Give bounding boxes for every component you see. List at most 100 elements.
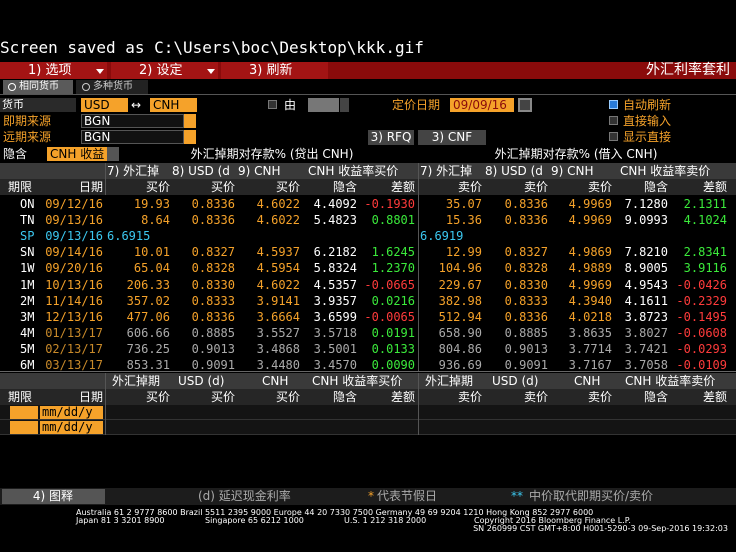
ask-value: 3.8635 [568,325,612,340]
cnf-button[interactable]: 3) CNF [431,130,473,144]
ask-value: 4.9889 [568,261,612,276]
tenor: ON [20,197,35,211]
currency-select[interactable] [0,98,76,112]
bid-value: 0.8801 [371,213,415,228]
ask-value: 0.8333 [504,293,548,308]
tab[interactable] [76,80,148,94]
bid-value: 6.2182 [313,245,357,260]
ask-value: 3.7421 [624,341,668,356]
footer-contacts: Japan 81 3 3201 8900 [76,516,165,525]
tenor: SP [20,229,35,244]
bid-value: 4.4092 [313,197,357,211]
date: 01/13/17 [45,325,103,340]
column-header: 期限 [8,390,33,404]
section-title: 外汇掉期对存款% (借入 CNH) [494,147,658,161]
field[interactable] [81,130,184,144]
tenor: 1M [20,277,35,292]
legend-button[interactable]: 4) 图释 [32,489,74,503]
column-header: CNH 收益率买价 [312,374,403,388]
date-input[interactable] [40,421,103,434]
ask-value: 4.3940 [568,293,612,308]
tenor: TN [20,213,35,228]
bid-value: 3.9141 [256,293,300,308]
checkbox[interactable] [268,100,277,109]
field[interactable] [81,114,184,128]
bottom-bar [0,488,736,505]
pricing-date-label: 定价日期 [392,98,441,112]
button[interactable] [368,130,414,145]
footer-contacts: Singapore 65 6212 1000 [205,516,304,525]
field[interactable] [450,98,514,112]
menu-title: 外汇利率套利 [646,62,730,78]
button[interactable] [2,489,105,504]
rfq-button[interactable]: 3) RFQ [370,130,412,144]
bid-value: -0.0065 [364,309,415,324]
column-header: CNH 收益率卖价 [620,164,711,178]
field[interactable] [47,147,107,161]
tab-label[interactable]: 多种货币 [93,81,133,92]
dropdown[interactable] [340,98,349,112]
holiday-mark: * [368,489,374,503]
tab-label[interactable]: 相同货币 [19,81,59,92]
menu-item-bg[interactable] [221,62,328,79]
ask-value: -0.0109 [676,358,727,372]
ask-value: 3.7058 [624,358,668,372]
field[interactable] [308,98,339,112]
menu-item-bg[interactable] [111,62,218,79]
checkbox-checked[interactable] [609,100,618,109]
ask-value: -0.1495 [676,309,727,324]
table-header [0,373,736,389]
dropdown[interactable] [184,130,196,144]
ask-value: -0.0608 [676,325,727,340]
tab-icon [8,83,16,91]
swap-arrow: ↔ [131,98,142,112]
bid-value: 4.6022 [256,197,300,211]
column-header: 买价 [210,180,235,194]
ask-value: -0.0293 [676,341,727,356]
ask-value: 4.1024 [683,213,727,228]
menu-item[interactable]: 2) 设定 [139,63,183,78]
field[interactable] [150,98,197,112]
date: 09/14/16 [45,245,103,260]
menu-item[interactable]: 1) 选项 [28,63,72,78]
date-input[interactable] [40,406,103,419]
bid-value: 3.5001 [313,341,357,356]
tenor: 1W [20,261,35,276]
column-header: 卖价 [587,390,612,404]
dropdown[interactable] [107,147,119,161]
tenor-input[interactable] [10,406,38,419]
bid-value: 0.8330 [191,277,235,292]
footer-contacts: Australia 61 2 9777 8600 Brazil 5511 239… [76,508,594,517]
column-header: 卖价 [587,180,612,194]
menu-item-bg[interactable] [0,62,107,79]
ask-value: 9.0993 [624,213,668,228]
source-label: 远期来源 [3,130,52,144]
menu-item[interactable]: 3) 刷新 [249,63,293,78]
implied-value: CNH 收益 [50,147,105,161]
column-header: 9) CNH [551,164,594,178]
field[interactable] [81,98,128,112]
column-header: USD (d) [178,374,225,388]
ask-value: 4.1611 [624,293,668,308]
calendar-button[interactable] [518,98,532,112]
ask-value: -0.2329 [676,293,727,308]
ask-value: 0.8328 [504,261,548,276]
ask-value: 0.8336 [504,197,548,211]
ask-value: 104.96 [438,261,482,276]
dropdown[interactable] [184,114,196,128]
tenor-input[interactable] [10,421,38,434]
ask-value: 804.86 [438,341,482,356]
ask-value: 7.1280 [624,197,668,211]
tab-active[interactable] [3,80,73,94]
checkbox[interactable] [609,132,618,141]
checkbox[interactable] [609,116,618,125]
bid-value: 3.9357 [313,293,357,308]
bid-value: 736.25 [126,341,170,356]
button[interactable] [418,130,486,145]
column-header: 隐含 [332,180,357,194]
column-header: CNH [574,374,601,388]
column-divider [105,163,106,195]
bid-value: 8.64 [141,213,170,228]
bid-value: 0.0191 [371,325,415,340]
bid-value: 65.04 [133,261,170,276]
